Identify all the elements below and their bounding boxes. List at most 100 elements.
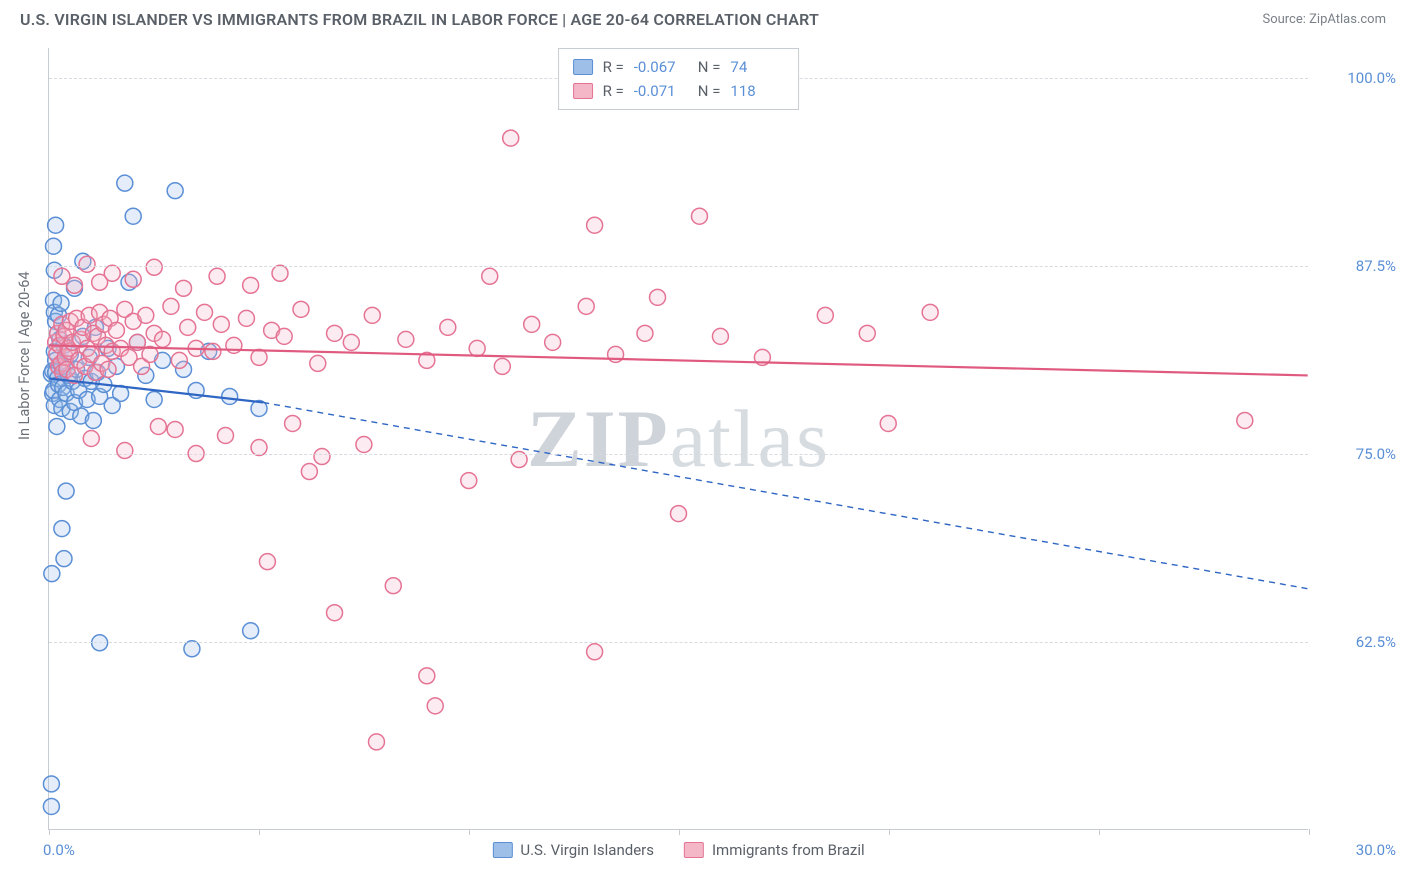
scatter-svg: [49, 48, 1308, 829]
scatter-point: [587, 644, 603, 660]
scatter-point: [494, 358, 510, 374]
scatter-point: [1237, 412, 1253, 428]
scatter-point: [53, 295, 69, 311]
scatter-point: [146, 259, 162, 275]
scatter-point: [327, 605, 343, 621]
scatter-point: [276, 328, 292, 344]
x-axis-min-label: 0.0%: [43, 841, 75, 859]
scatter-point: [43, 798, 59, 814]
scatter-point: [691, 208, 707, 224]
scatter-point: [817, 307, 833, 323]
scatter-point: [427, 698, 443, 714]
scatter-point: [108, 322, 124, 338]
gridline: [49, 266, 1308, 267]
scatter-point: [922, 304, 938, 320]
chart-source: Source: ZipAtlas.com: [1262, 12, 1386, 27]
scatter-point: [578, 298, 594, 314]
scatter-point: [251, 349, 267, 365]
scatter-point: [301, 464, 317, 480]
scatter-point: [712, 328, 728, 344]
scatter-point: [100, 361, 116, 377]
legend-item-brazil: Immigrants from Brazil: [684, 841, 865, 859]
scatter-point: [146, 391, 162, 407]
scatter-point: [155, 331, 171, 347]
x-tick: [259, 829, 260, 835]
scatter-point: [79, 256, 95, 272]
scatter-point: [880, 415, 896, 431]
scatter-point: [217, 428, 233, 444]
scatter-point: [150, 418, 166, 434]
scatter-point: [171, 352, 187, 368]
x-tick: [1309, 829, 1310, 835]
x-tick: [469, 829, 470, 835]
chart-header: U.S. VIRGIN ISLANDER VS IMMIGRANTS FROM …: [0, 0, 1406, 35]
swatch-usvi: [573, 59, 593, 75]
gridline: [49, 642, 1308, 643]
scatter-point: [213, 316, 229, 332]
scatter-point: [314, 449, 330, 465]
scatter-point: [503, 130, 519, 146]
scatter-point: [167, 183, 183, 199]
scatter-point: [238, 310, 254, 326]
scatter-point: [85, 412, 101, 428]
scatter-point: [419, 668, 435, 684]
scatter-point: [44, 566, 60, 582]
legend-correlation-box: R = -0.067 N = 74 R = -0.071 N = 118: [558, 48, 800, 110]
scatter-point: [243, 277, 259, 293]
scatter-point: [46, 238, 62, 254]
y-tick-label: 87.5%: [1316, 257, 1396, 275]
y-axis-label: In Labor Force | Age 20-64: [16, 271, 33, 440]
gridline: [49, 454, 1308, 455]
trend-line-brazil: [49, 345, 1307, 375]
scatter-point: [587, 217, 603, 233]
scatter-point: [48, 217, 64, 233]
scatter-point: [125, 271, 141, 287]
scatter-point: [671, 506, 687, 522]
y-tick-label: 75.0%: [1316, 445, 1396, 463]
x-axis-max-label: 30.0%: [1356, 841, 1396, 859]
scatter-point: [205, 343, 221, 359]
scatter-point: [176, 280, 192, 296]
scatter-point: [327, 325, 343, 341]
scatter-point: [209, 268, 225, 284]
scatter-point: [469, 340, 485, 356]
x-tick: [49, 829, 50, 835]
scatter-point: [368, 734, 384, 750]
scatter-point: [259, 554, 275, 570]
scatter-point: [545, 334, 561, 350]
scatter-point: [58, 483, 74, 499]
scatter-point: [54, 521, 70, 537]
scatter-point: [197, 304, 213, 320]
scatter-point: [356, 437, 372, 453]
swatch-brazil: [573, 83, 593, 99]
chart-title: U.S. VIRGIN ISLANDER VS IMMIGRANTS FROM …: [20, 10, 819, 29]
scatter-point: [272, 265, 288, 281]
scatter-point: [343, 334, 359, 350]
scatter-point: [440, 319, 456, 335]
scatter-point: [650, 289, 666, 305]
scatter-point: [104, 265, 120, 281]
scatter-point: [163, 298, 179, 314]
scatter-point: [482, 268, 498, 284]
scatter-point: [293, 301, 309, 317]
scatter-point: [138, 307, 154, 323]
scatter-point: [285, 415, 301, 431]
y-tick-label: 100.0%: [1316, 69, 1396, 87]
legend-item-usvi: U.S. Virgin Islanders: [492, 841, 654, 859]
chart-plot-area: ZIPatlas R = -0.067 N = 74 R = -0.071 N …: [48, 48, 1308, 830]
x-tick: [1099, 829, 1100, 835]
scatter-point: [43, 776, 59, 792]
scatter-point: [222, 388, 238, 404]
scatter-point: [56, 551, 72, 567]
legend-row-brazil: R = -0.071 N = 118: [573, 79, 785, 103]
scatter-point: [364, 307, 380, 323]
scatter-point: [310, 355, 326, 371]
scatter-point: [184, 641, 200, 657]
swatch-brazil-bottom: [684, 842, 704, 858]
scatter-point: [461, 473, 477, 489]
scatter-point: [117, 175, 133, 191]
scatter-point: [385, 578, 401, 594]
scatter-point: [524, 316, 540, 332]
scatter-point: [180, 319, 196, 335]
scatter-point: [859, 325, 875, 341]
